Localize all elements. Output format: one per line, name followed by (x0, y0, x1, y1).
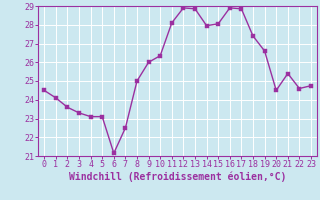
X-axis label: Windchill (Refroidissement éolien,°C): Windchill (Refroidissement éolien,°C) (69, 172, 286, 182)
